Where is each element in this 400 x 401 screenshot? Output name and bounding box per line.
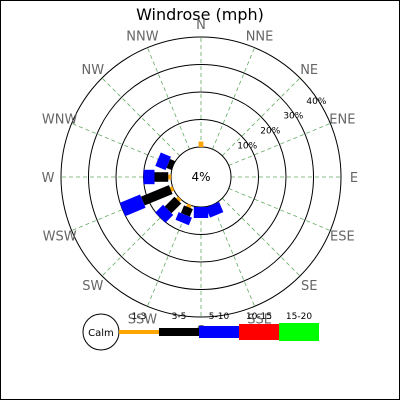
- dir-label-w: W: [42, 171, 55, 186]
- bar-sse-5-10: [205, 201, 224, 218]
- spoke-se: [221, 197, 301, 277]
- bar-w-1-3: [168, 174, 171, 180]
- dir-label-ne: NE: [300, 63, 318, 78]
- bar-w-3-5: [154, 172, 169, 182]
- spoke-ne: [221, 77, 301, 157]
- legend-calm-label: Calm: [88, 328, 114, 339]
- bar-ssw-1-3: [186, 203, 192, 209]
- bar-ssw-5-10: [175, 212, 192, 226]
- legend-swatch-15-20: [279, 323, 319, 341]
- ring-2: [88, 64, 314, 290]
- spoke-ssw: [147, 204, 190, 307]
- spoke-sw: [101, 197, 181, 277]
- spoke-nw: [101, 77, 181, 157]
- spoke-ene: [228, 123, 331, 166]
- legend-label-3-5: 3-5: [172, 312, 187, 322]
- dir-label-n: N: [196, 18, 206, 33]
- ring-label-2: 30%: [283, 112, 303, 122]
- spoke-sse: [212, 204, 255, 307]
- bar-sw-3-5: [164, 196, 182, 214]
- ring-label-1: 20%: [260, 127, 280, 137]
- dir-label-wnw: WNW: [42, 112, 78, 127]
- dir-label-ene: ENE: [329, 112, 355, 127]
- legend-swatch-3-5: [159, 328, 199, 336]
- ring-3: [60, 36, 342, 318]
- bar-ssw-3-5: [180, 205, 193, 217]
- dir-label-nw: NW: [82, 63, 105, 78]
- bar-wsw-1-3: [169, 186, 175, 192]
- bar-wnw-5-10: [155, 152, 171, 171]
- dir-label-se: SE: [301, 279, 317, 294]
- legend-swatch-5-10: [199, 326, 239, 338]
- bar-sw-5-10: [155, 204, 174, 223]
- spoke-nnw: [147, 47, 190, 150]
- dir-label-sw: SW: [82, 279, 103, 294]
- dir-label-sse: SSE: [247, 312, 272, 327]
- chart-title: Windrose (mph): [136, 5, 264, 24]
- bar-n-1-3: [198, 141, 204, 147]
- ring-label-0: 10%: [237, 142, 257, 152]
- center-label: 4%: [191, 170, 210, 184]
- ring-label-3: 40%: [306, 97, 326, 107]
- spoke-wsw: [71, 188, 174, 231]
- legend-label-1-3: 1-3: [132, 312, 147, 322]
- bar-s-5-10: [193, 207, 209, 218]
- spoke-wnw: [71, 123, 174, 166]
- dir-label-ese: ESE: [330, 230, 355, 245]
- legend-swatch-10-15: [239, 324, 279, 340]
- bar-w-5-10: [143, 169, 155, 185]
- bar-wnw-3-5: [166, 158, 176, 170]
- dir-label-e: E: [350, 171, 358, 186]
- dir-label-ssw: SSW: [128, 312, 158, 327]
- spoke-nne: [212, 47, 255, 150]
- dir-label-wsw: WSW: [43, 230, 77, 245]
- legend-label-15-20: 15-20: [286, 312, 312, 322]
- legend-label-10-15: 10-15: [246, 312, 272, 322]
- dir-label-nne: NNE: [246, 30, 274, 45]
- dir-label-nnw: NNW: [126, 30, 158, 45]
- bar-wsw-5-10: [119, 194, 146, 217]
- spoke-ese: [228, 188, 331, 231]
- legend-label-5-10: 5-10: [209, 312, 230, 322]
- legend-swatch-1-3: [119, 330, 159, 334]
- bar-wsw-3-5: [140, 185, 173, 206]
- ring-1: [115, 91, 287, 263]
- bar-sw-1-3: [176, 196, 182, 202]
